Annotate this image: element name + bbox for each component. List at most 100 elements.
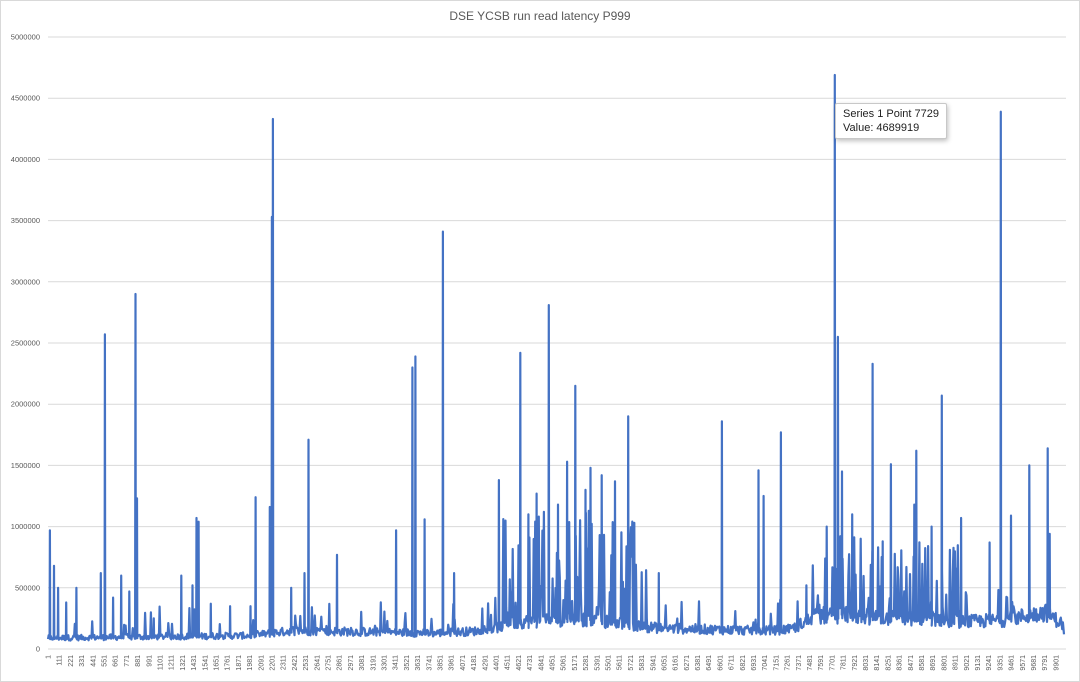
data-point-peak[interactable] (191, 583, 195, 587)
data-point-peak[interactable] (270, 215, 274, 219)
x-tick-label: 5281 (583, 655, 590, 671)
data-point-peak[interactable] (535, 492, 539, 496)
data-point-peak[interactable] (825, 525, 829, 529)
data-point-peak[interactable] (119, 574, 123, 578)
data-point-peak[interactable] (626, 414, 630, 418)
x-tick-label: 8361 (897, 655, 904, 671)
data-point-peak[interactable] (526, 512, 530, 516)
data-point-peak[interactable] (195, 516, 199, 520)
data-point-peak[interactable] (720, 419, 724, 423)
data-point-peak[interactable] (556, 503, 560, 507)
x-tick-label: 6271 (684, 655, 691, 671)
data-point-peak[interactable] (573, 384, 577, 388)
data-point-peak[interactable] (589, 466, 593, 470)
data-point-peak[interactable] (111, 596, 115, 600)
data-point-peak[interactable] (394, 528, 398, 532)
data-point-peak[interactable] (547, 303, 551, 307)
x-tick-label: 771 (124, 655, 131, 667)
data-point-peak[interactable] (757, 468, 761, 472)
data-point-peak[interactable] (179, 574, 183, 578)
y-tick-label: 2000000 (11, 400, 40, 409)
data-point-peak[interactable] (249, 604, 253, 608)
x-tick-label: 8911 (953, 655, 960, 670)
data-point-peak[interactable] (613, 479, 617, 483)
data-point-peak[interactable] (632, 521, 636, 525)
x-tick-label: 5061 (561, 655, 568, 671)
data-point-peak[interactable] (584, 488, 588, 492)
x-tick-label: 2201 (269, 655, 276, 671)
data-point-peak[interactable] (134, 292, 138, 296)
data-point-peak[interactable] (423, 517, 427, 521)
data-point-peak[interactable] (135, 496, 139, 500)
data-point-peak[interactable] (871, 362, 875, 366)
data-point-peak[interactable] (413, 355, 417, 359)
data-point-peak[interactable] (56, 586, 60, 590)
x-tick-label: 551 (101, 655, 108, 667)
data-point-peak[interactable] (152, 616, 156, 620)
data-point-peak[interactable] (497, 478, 501, 482)
data-point-peak[interactable] (850, 512, 854, 516)
data-point-peak[interactable] (103, 332, 107, 336)
data-point-peak[interactable] (271, 117, 275, 121)
y-tick-label: 2500000 (11, 339, 40, 348)
data-point-peak[interactable] (289, 586, 293, 590)
data-point-peak[interactable] (127, 590, 131, 594)
data-point-peak[interactable] (441, 230, 445, 234)
data-point-peak[interactable] (64, 601, 68, 605)
x-tick-label: 9901 (1053, 655, 1060, 671)
x-tick-label: 441 (90, 655, 97, 667)
x-tick-label: 3521 (404, 655, 411, 671)
data-point-peak[interactable] (881, 539, 885, 543)
data-point-peak[interactable] (657, 571, 661, 575)
data-point-peak[interactable] (565, 460, 569, 464)
data-point-peak[interactable] (228, 604, 232, 608)
x-tick-label: 9351 (997, 655, 1004, 671)
data-point-peak[interactable] (1046, 446, 1050, 450)
data-point-peak[interactable] (209, 602, 213, 606)
data-point-peak[interactable] (1009, 514, 1013, 518)
x-tick-label: 6381 (695, 655, 702, 671)
x-tick-label: 8581 (919, 655, 926, 671)
data-point-peak[interactable] (833, 73, 837, 77)
x-tick-label: 3411 (393, 655, 400, 670)
x-tick-label: 6601 (717, 655, 724, 671)
data-point-peak[interactable] (452, 571, 456, 575)
data-point-peak[interactable] (303, 571, 307, 575)
x-tick-label: 4621 (516, 655, 523, 671)
data-point-peak[interactable] (914, 449, 918, 453)
data-point-peak[interactable] (779, 430, 783, 434)
data-point-peak[interactable] (804, 583, 808, 587)
data-point-peak[interactable] (940, 394, 944, 398)
data-point-peak[interactable] (74, 586, 78, 590)
x-tick-label: 1 (46, 655, 53, 659)
series-1-line[interactable] (46, 73, 1066, 642)
data-point-peak[interactable] (307, 438, 311, 442)
data-point-peak[interactable] (988, 541, 992, 545)
x-tick-label: 8031 (863, 655, 870, 671)
data-point-peak[interactable] (836, 335, 840, 339)
data-point-peak[interactable] (959, 516, 963, 520)
data-point-peak[interactable] (52, 564, 56, 568)
x-tick-label: 7811 (841, 655, 848, 670)
data-point-peak[interactable] (1027, 463, 1031, 467)
data-point-peak[interactable] (600, 473, 604, 477)
data-point-peak[interactable] (889, 462, 893, 466)
data-point-peak[interactable] (410, 366, 414, 370)
data-point-peak[interactable] (48, 528, 52, 532)
data-point-peak[interactable] (197, 520, 201, 524)
data-point-peak[interactable] (762, 494, 766, 498)
x-tick-label: 3851 (437, 655, 444, 671)
data-point-peak[interactable] (912, 503, 916, 507)
data-point-peak[interactable] (335, 553, 339, 557)
data-point-peak[interactable] (840, 470, 844, 474)
tooltip-series-point: Series 1 Point 7729 (843, 108, 940, 120)
data-point-peak[interactable] (99, 571, 103, 575)
data-point-peak[interactable] (268, 505, 272, 509)
data-point-peak[interactable] (930, 525, 934, 529)
x-tick-label: 991 (146, 655, 153, 667)
x-tick-label: 2531 (303, 655, 310, 671)
data-point-peak[interactable] (1048, 532, 1052, 536)
data-point-peak[interactable] (518, 351, 522, 355)
data-point-peak[interactable] (254, 495, 258, 499)
data-point-peak[interactable] (999, 110, 1003, 114)
